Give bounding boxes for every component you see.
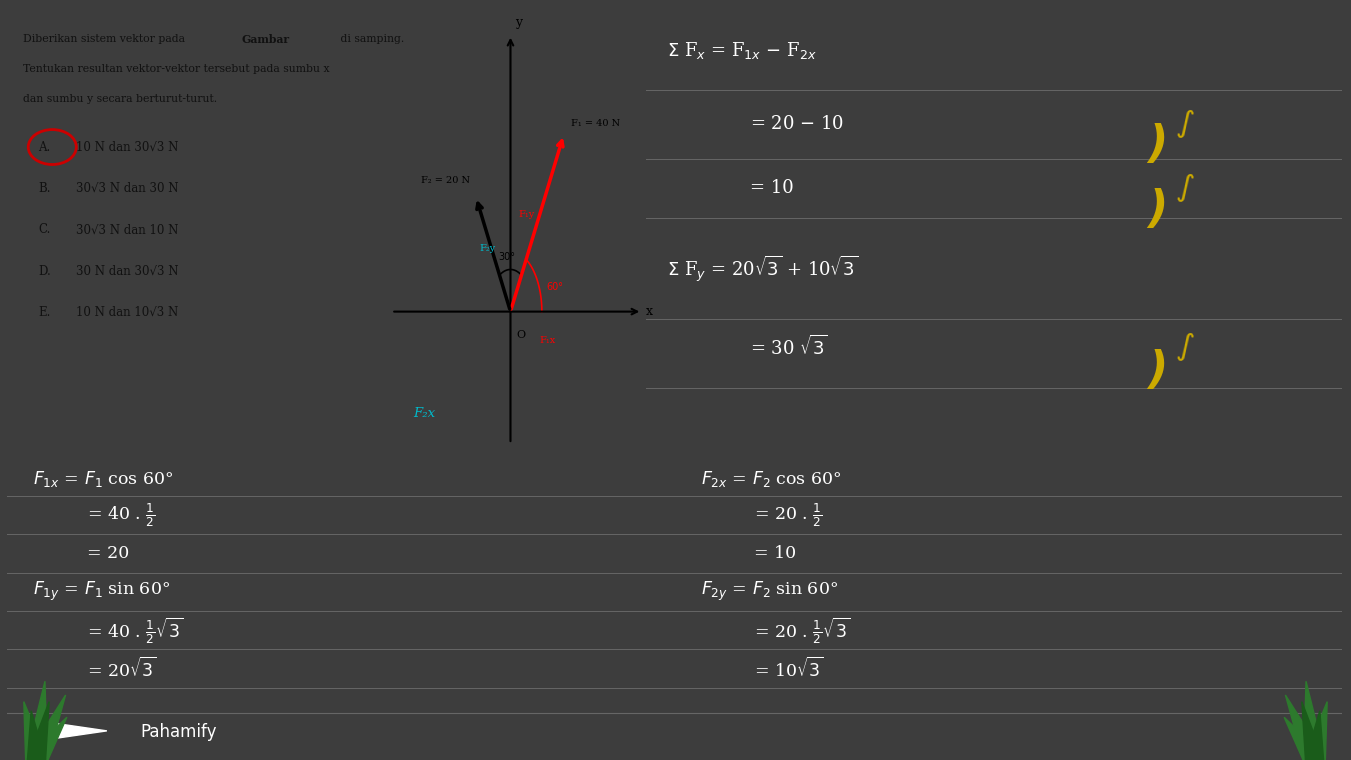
Polygon shape xyxy=(1305,711,1324,760)
Text: $F_{2x}$ = $F_2$ cos 60°: $F_{2x}$ = $F_2$ cos 60° xyxy=(701,470,842,489)
Text: F₁y: F₁y xyxy=(517,210,534,219)
Text: = 20: = 20 xyxy=(86,545,130,562)
Text: = 20 $-$ 10: = 20 $-$ 10 xyxy=(750,115,844,133)
Text: Diberikan sistem vektor pada: Diberikan sistem vektor pada xyxy=(23,34,188,44)
Text: 30°: 30° xyxy=(499,252,515,262)
Polygon shape xyxy=(1283,717,1324,760)
Text: x: x xyxy=(646,305,653,318)
Text: 10 N dan 10√3 N: 10 N dan 10√3 N xyxy=(76,306,178,319)
Polygon shape xyxy=(41,721,107,740)
Text: $F_{2y}$ = $F_2$ sin 60°: $F_{2y}$ = $F_2$ sin 60° xyxy=(701,581,838,603)
Text: D.: D. xyxy=(38,264,51,277)
Text: ): ) xyxy=(1147,123,1167,166)
Text: 30√3 N dan 30 N: 30√3 N dan 30 N xyxy=(76,182,178,195)
Text: E.: E. xyxy=(38,306,51,319)
Text: = 20 . $\frac{1}{2}$: = 20 . $\frac{1}{2}$ xyxy=(754,502,823,529)
Text: ): ) xyxy=(1147,349,1167,391)
Polygon shape xyxy=(27,717,66,760)
Polygon shape xyxy=(26,681,47,760)
Text: C.: C. xyxy=(38,223,51,236)
Text: 10 N dan 30√3 N: 10 N dan 30√3 N xyxy=(76,141,178,154)
Polygon shape xyxy=(27,701,49,760)
Polygon shape xyxy=(1304,701,1327,760)
Text: ∫: ∫ xyxy=(1174,331,1196,363)
Text: 60°: 60° xyxy=(547,282,563,292)
Text: dan sumbu y secara berturut-turut.: dan sumbu y secara berturut-turut. xyxy=(23,94,216,104)
Polygon shape xyxy=(1285,695,1325,760)
Text: F₂y: F₂y xyxy=(480,244,496,253)
Text: ): ) xyxy=(1147,188,1167,230)
Text: = 10: = 10 xyxy=(754,545,796,562)
Text: = 30 $\sqrt{3}$: = 30 $\sqrt{3}$ xyxy=(750,335,828,359)
Polygon shape xyxy=(26,695,66,760)
Text: $F_{1x}$ = $F_1$ cos 60°: $F_{1x}$ = $F_1$ cos 60° xyxy=(34,470,174,489)
Text: F₁x: F₁x xyxy=(540,336,557,345)
Polygon shape xyxy=(1304,681,1325,760)
Text: $\Sigma$ F$_y$ = 20$\sqrt{3}$ + 10$\sqrt{3}$: $\Sigma$ F$_y$ = 20$\sqrt{3}$ + 10$\sqrt… xyxy=(666,254,858,284)
Polygon shape xyxy=(1302,701,1324,760)
Text: 30 N dan 30√3 N: 30 N dan 30√3 N xyxy=(76,264,178,277)
Text: ∫: ∫ xyxy=(1174,173,1196,204)
Text: = 20$\sqrt{3}$: = 20$\sqrt{3}$ xyxy=(86,657,157,680)
Text: y: y xyxy=(515,16,521,29)
Text: = 10$\sqrt{3}$: = 10$\sqrt{3}$ xyxy=(754,657,824,680)
Text: A.: A. xyxy=(38,141,50,154)
Text: F₁ = 40 N: F₁ = 40 N xyxy=(571,119,620,128)
Text: $\Sigma$ F$_x$ = F$_{1x}$ $-$ F$_{2x}$: $\Sigma$ F$_x$ = F$_{1x}$ $-$ F$_{2x}$ xyxy=(666,40,816,61)
Text: F₂ = 20 N: F₂ = 20 N xyxy=(420,176,470,185)
Text: = 40 . $\frac{1}{2}$: = 40 . $\frac{1}{2}$ xyxy=(86,502,155,529)
Polygon shape xyxy=(27,711,46,760)
Text: O: O xyxy=(516,330,526,340)
Text: F₂x: F₂x xyxy=(413,407,435,420)
Text: Gambar: Gambar xyxy=(242,34,290,46)
Text: ∫: ∫ xyxy=(1174,108,1196,140)
Text: B.: B. xyxy=(38,182,51,195)
Text: = 10: = 10 xyxy=(750,179,794,198)
Text: Pahamify: Pahamify xyxy=(141,724,216,741)
Polygon shape xyxy=(24,701,47,760)
Text: = 40 . $\frac{1}{2}$$\sqrt{3}$: = 40 . $\frac{1}{2}$$\sqrt{3}$ xyxy=(86,615,184,646)
Text: Tentukan resultan vektor-vektor tersebut pada sumbu x: Tentukan resultan vektor-vektor tersebut… xyxy=(23,65,330,74)
Text: 30√3 N dan 10 N: 30√3 N dan 10 N xyxy=(76,223,178,236)
Text: = 20 . $\frac{1}{2}$$\sqrt{3}$: = 20 . $\frac{1}{2}$$\sqrt{3}$ xyxy=(754,615,851,646)
Text: di samping.: di samping. xyxy=(336,34,404,44)
Text: $F_{1y}$ = $F_1$ sin 60°: $F_{1y}$ = $F_1$ sin 60° xyxy=(34,581,170,603)
